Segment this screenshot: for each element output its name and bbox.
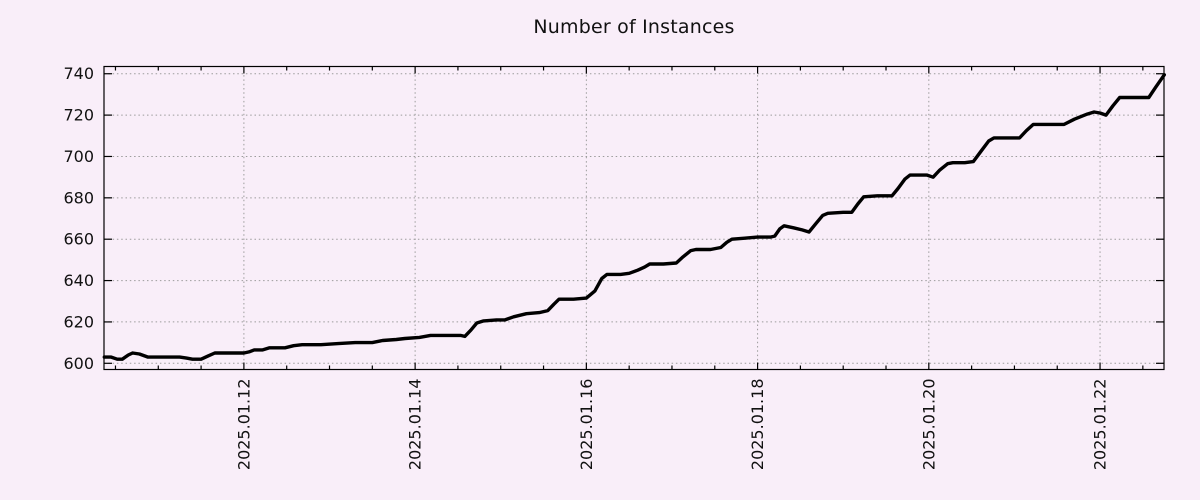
y-tick-label: 660 (63, 230, 94, 249)
y-tick-label: 620 (63, 312, 94, 331)
plot-border (103, 65, 1165, 371)
x-tick-label: 2025.01.12 (234, 379, 253, 471)
y-tick-label: 640 (63, 271, 94, 290)
series-line-instances (102, 73, 1166, 361)
tick-marks (104, 66, 1164, 370)
y-tick-label: 720 (63, 106, 94, 125)
y-tick-label: 600 (63, 354, 94, 373)
gridlines (104, 66, 1164, 370)
y-axis-labels: 600 620 640 660 680 700 720 740 (63, 64, 94, 373)
x-tick-label: 2025.01.20 (919, 379, 938, 471)
chart-title: Number of Instances (533, 16, 735, 38)
y-tick-label: 700 (63, 147, 94, 166)
x-tick-label: 2025.01.14 (406, 379, 425, 471)
x-tick-label: 2025.01.22 (1091, 379, 1110, 471)
y-tick-label: 680 (63, 188, 94, 207)
x-tick-label: 2025.01.16 (577, 379, 596, 471)
y-tick-label: 740 (63, 64, 94, 83)
x-tick-label: 2025.01.18 (748, 379, 767, 471)
x-axis-labels: 2025.01.12 2025.01.14 2025.01.16 2025.01.18… (234, 379, 1109, 471)
